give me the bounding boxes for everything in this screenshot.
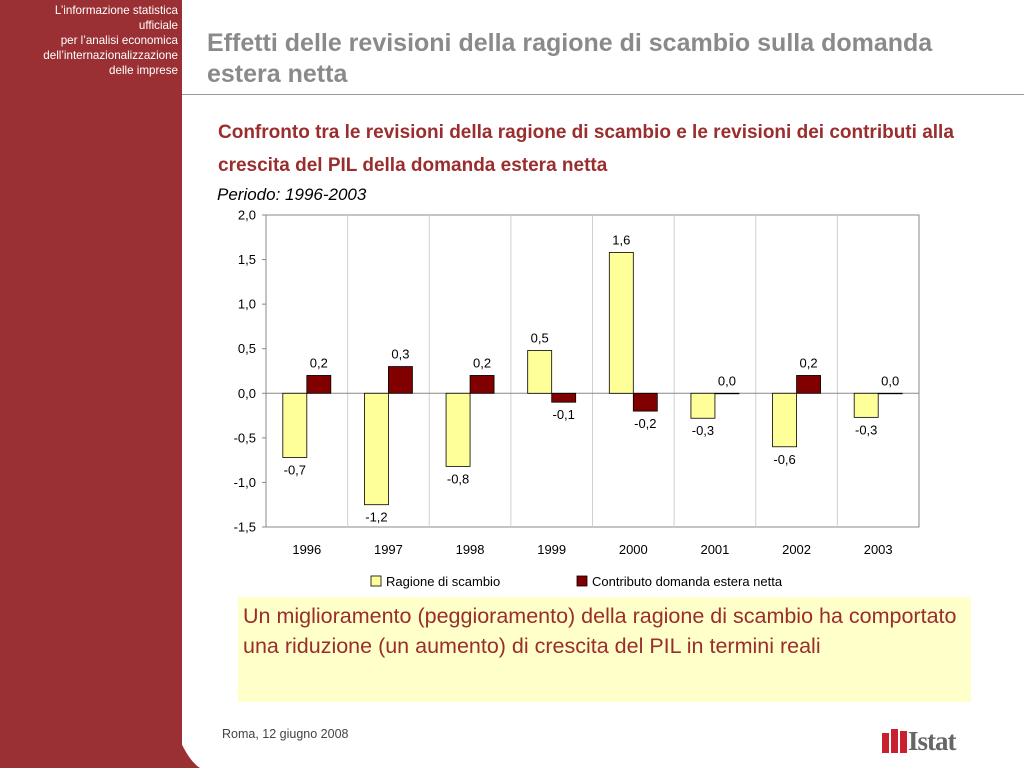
sidebar bbox=[0, 0, 182, 768]
data-label: 1,6 bbox=[612, 232, 630, 247]
y-tick-label: 1,5 bbox=[238, 252, 256, 267]
data-label: -0,8 bbox=[447, 471, 469, 486]
bar-ragione-di-scambio bbox=[608, 252, 634, 394]
bar-ragione-di-scambio bbox=[690, 392, 716, 419]
data-label: 0,0 bbox=[718, 373, 736, 388]
y-tick-label: 2,0 bbox=[238, 208, 256, 223]
legend-label: Contributo domanda estera netta bbox=[592, 574, 783, 589]
y-tick-label: 0,0 bbox=[238, 386, 256, 401]
data-label: 0,2 bbox=[310, 355, 328, 370]
legend-swatch bbox=[576, 575, 588, 587]
sidebar-line: L’informazione statistica bbox=[54, 4, 178, 17]
y-tick-label: 1,0 bbox=[238, 297, 256, 312]
bar-ragione-di-scambio bbox=[364, 392, 389, 506]
sidebar-wave-shape bbox=[167, 95, 200, 768]
sidebar-line: dell’internazionalizzazione bbox=[43, 49, 178, 62]
data-label: -0,3 bbox=[855, 422, 877, 437]
data-label: -0,1 bbox=[552, 407, 574, 422]
bar-chart: 2,0 1,5 1,0 0,5 0,0 -0,5 -1,0 -1,5 1996 -0,7 0,2 19… bbox=[234, 208, 920, 589]
data-label: 0,5 bbox=[531, 330, 549, 345]
page-title: Effetti delle revisioni della ragione di… bbox=[207, 29, 933, 88]
y-tick-label: -1,5 bbox=[234, 520, 256, 535]
data-label: 0,2 bbox=[800, 355, 818, 370]
legend-swatch bbox=[370, 575, 382, 587]
x-tick-label: 2002 bbox=[782, 542, 811, 557]
x-tick-label: 2000 bbox=[619, 542, 648, 557]
bar-contributo-domanda-estera bbox=[796, 375, 821, 394]
title-divider bbox=[182, 94, 1024, 95]
data-label: 0,0 bbox=[881, 373, 899, 388]
data-label: -0,3 bbox=[692, 423, 714, 438]
bar-ragione-di-scambio bbox=[853, 392, 879, 418]
bar-ragione-di-scambio bbox=[527, 350, 553, 394]
bar-contributo-domanda-estera bbox=[714, 392, 740, 395]
note-box: Un miglioramento (peggioramento) della r… bbox=[238, 597, 971, 702]
x-tick-label: 2001 bbox=[700, 542, 729, 557]
bar-contributo-domanda-estera bbox=[388, 366, 413, 394]
data-label: 0,2 bbox=[473, 355, 491, 370]
footer-date: Roma, 12 giugno 2008 bbox=[222, 727, 349, 741]
x-tick-label: 1997 bbox=[374, 542, 403, 557]
data-label: 0,3 bbox=[391, 347, 409, 362]
legend-label: Ragione di scambio bbox=[386, 574, 500, 589]
sidebar-line: ufficiale bbox=[138, 19, 178, 32]
sidebar-line: delle imprese bbox=[109, 64, 178, 77]
bar-contributo-domanda-estera bbox=[551, 392, 577, 403]
bar-ragione-di-scambio bbox=[445, 392, 471, 467]
data-label: -0,7 bbox=[284, 462, 306, 477]
x-tick-label: 2003 bbox=[864, 542, 893, 557]
chart-subtitle: Confronto tra le revisioni della ragione… bbox=[218, 122, 954, 176]
istat-logo-text: Istat bbox=[908, 726, 956, 756]
note-text: Un miglioramento (peggioramento) della r… bbox=[243, 604, 957, 658]
chart-period: Periodo: 1996-2003 bbox=[217, 185, 367, 204]
bar-ragione-di-scambio bbox=[772, 392, 797, 448]
istat-logo: Istat bbox=[880, 724, 980, 756]
bar-ragione-di-scambio bbox=[282, 392, 308, 458]
bar-contributo-domanda-estera bbox=[469, 375, 495, 394]
sidebar-line: per l’analisi economica bbox=[60, 34, 178, 47]
istat-logo-icon bbox=[882, 729, 907, 753]
x-tick-label: 1998 bbox=[456, 542, 485, 557]
x-tick-label: 1999 bbox=[537, 542, 566, 557]
y-tick-label: 0,5 bbox=[238, 341, 256, 356]
x-tick-label: 1996 bbox=[292, 542, 321, 557]
y-tick-label: -1,0 bbox=[234, 475, 256, 490]
data-label: -1,2 bbox=[365, 510, 387, 525]
data-label: -0,2 bbox=[634, 416, 656, 431]
sidebar-caption: L’informazione statistica ufficiale per … bbox=[0, 3, 178, 78]
bar-contributo-domanda-estera bbox=[306, 375, 332, 394]
data-label: -0,6 bbox=[773, 452, 795, 467]
bar-contributo-domanda-estera bbox=[877, 392, 903, 395]
y-tick-label: -0,5 bbox=[234, 430, 256, 445]
bar-contributo-domanda-estera bbox=[632, 392, 658, 412]
